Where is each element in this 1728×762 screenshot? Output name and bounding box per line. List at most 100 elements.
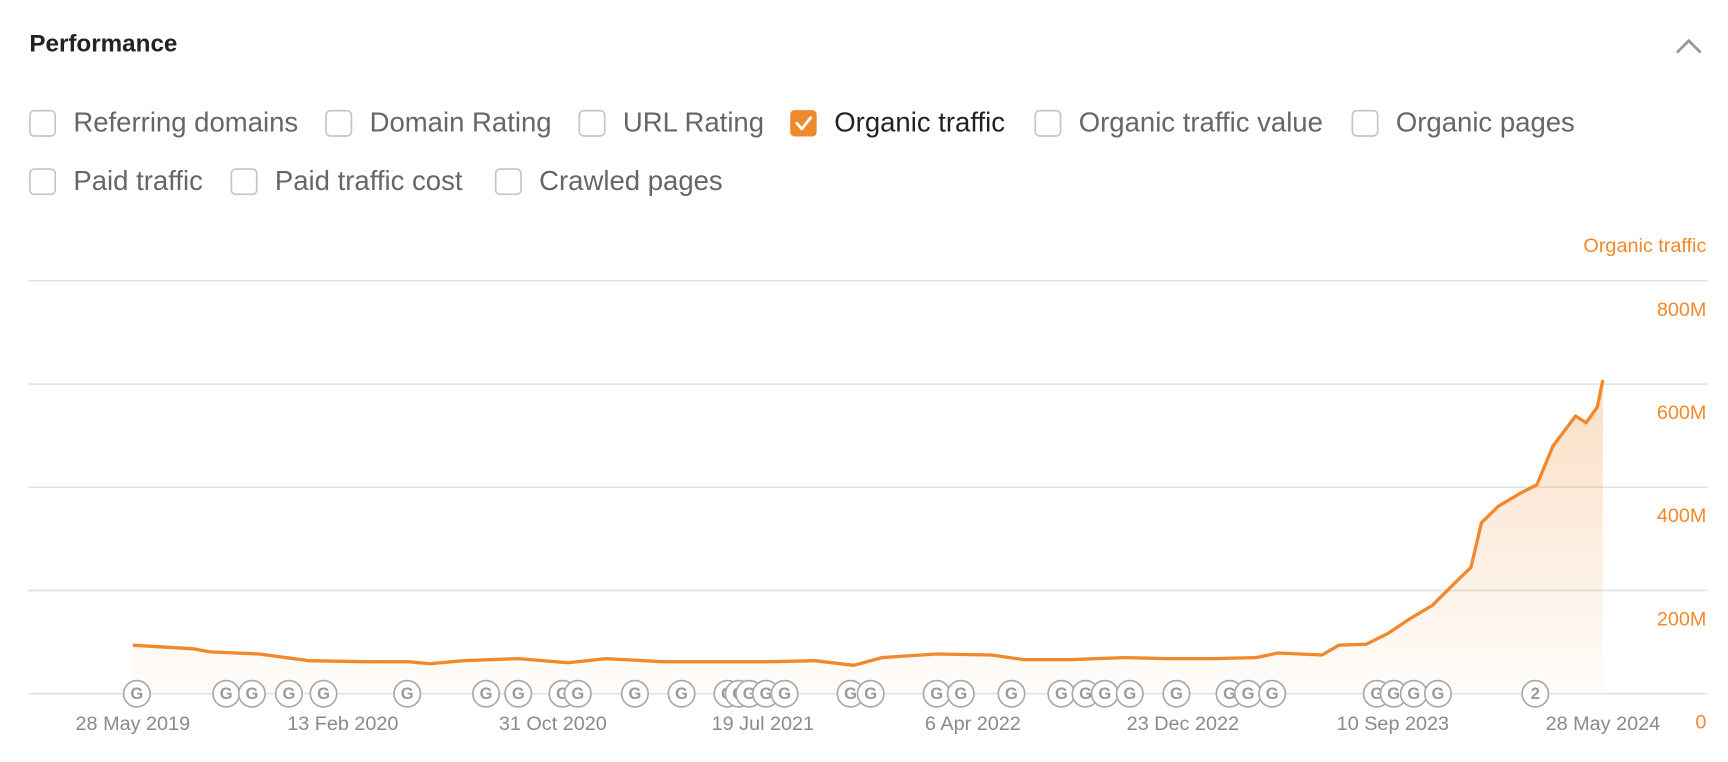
- event-marker[interactable]: G: [836, 679, 865, 708]
- metric-label: Organic traffic value: [1079, 107, 1323, 138]
- event-marker[interactable]: G: [122, 679, 151, 708]
- event-marker[interactable]: G: [1047, 679, 1076, 708]
- event-circle: [1162, 679, 1191, 708]
- event-label: G: [864, 685, 877, 703]
- event-label: G: [220, 685, 233, 703]
- event-marker[interactable]: G: [1423, 679, 1452, 708]
- event-marker[interactable]: G: [1115, 679, 1144, 708]
- event-label: G: [628, 685, 641, 703]
- event-marker[interactable]: G: [1090, 679, 1119, 708]
- metric-checkbox[interactable]: Organic pages: [1351, 107, 1575, 138]
- event-marker[interactable]: G: [946, 679, 975, 708]
- x-tick-label: 28 May 2019: [76, 713, 191, 735]
- event-marker[interactable]: 2: [1521, 679, 1550, 708]
- x-tick-label: 13 Feb 2020: [287, 713, 398, 735]
- event-label: 2: [1531, 685, 1540, 703]
- y-tick-label: 200M: [1657, 608, 1707, 630]
- event-circle: [1521, 679, 1550, 708]
- metric-label: Domain Rating: [370, 107, 552, 138]
- event-label: G: [743, 685, 756, 703]
- event-label: G: [1407, 685, 1420, 703]
- metric-checkbox[interactable]: Organic traffic value: [1034, 107, 1323, 138]
- checkbox-box: [1351, 109, 1379, 137]
- event-label: G: [245, 685, 258, 703]
- event-marker[interactable]: G: [504, 679, 533, 708]
- event-label: G: [1098, 685, 1111, 703]
- checkbox-box: [578, 109, 606, 137]
- event-circle: [237, 679, 266, 708]
- collapse-toggle[interactable]: [1676, 38, 1702, 54]
- event-marker[interactable]: G: [856, 679, 885, 708]
- event-marker[interactable]: G: [1071, 679, 1100, 708]
- event-marker[interactable]: G: [274, 679, 303, 708]
- event-label: G: [778, 685, 791, 703]
- metric-checkbox[interactable]: Crawled pages: [494, 165, 723, 196]
- metric-checkbox[interactable]: URL Rating: [578, 107, 764, 138]
- event-marker[interactable]: G: [1258, 679, 1287, 708]
- event-label: G: [954, 685, 967, 703]
- metric-checkbox[interactable]: Paid traffic cost: [230, 165, 463, 196]
- event-marker[interactable]: G: [667, 679, 696, 708]
- metric-label: Organic traffic: [834, 107, 1005, 138]
- event-label: G: [1370, 685, 1383, 703]
- event-marker[interactable]: G: [212, 679, 241, 708]
- checkbox-box: [790, 110, 817, 137]
- event-circle: [393, 679, 422, 708]
- event-label: G: [1055, 685, 1068, 703]
- event-marker[interactable]: G: [393, 679, 422, 708]
- checkmark: [795, 116, 813, 131]
- event-marker[interactable]: G: [237, 679, 266, 708]
- event-circle: [274, 679, 303, 708]
- event-marker[interactable]: G: [472, 679, 501, 708]
- metric-checkbox[interactable]: Referring domains: [29, 107, 298, 138]
- event-label: G: [1432, 685, 1445, 703]
- checkbox-box: [29, 168, 57, 196]
- event-marker[interactable]: G: [1399, 679, 1428, 708]
- checkbox-box: [29, 109, 57, 137]
- x-tick-label: 23 Dec 2022: [1127, 713, 1239, 735]
- event-label: G: [844, 685, 857, 703]
- event-marker[interactable]: G: [620, 679, 649, 708]
- event-circle: [620, 679, 649, 708]
- event-marker[interactable]: G: [1234, 679, 1263, 708]
- event-label: G: [317, 685, 330, 703]
- metric-checkbox[interactable]: Paid traffic: [29, 165, 203, 196]
- x-tick-label: 19 Jul 2021: [712, 713, 814, 735]
- event-label: G: [1079, 685, 1092, 703]
- y-axis-title: Organic traffic: [1583, 235, 1706, 257]
- metric-checkbox[interactable]: Domain Rating: [325, 107, 552, 138]
- event-label: G: [1387, 685, 1400, 703]
- x-tick-label: 28 May 2024: [1546, 713, 1661, 735]
- event-circle: [946, 679, 975, 708]
- event-label: G: [930, 685, 943, 703]
- event-marker[interactable]: G: [1379, 679, 1408, 708]
- event-label: G: [512, 685, 525, 703]
- y-tick-label: 600M: [1657, 402, 1707, 424]
- event-circle: [667, 679, 696, 708]
- event-marker[interactable]: G: [1162, 679, 1191, 708]
- event-label: G: [1170, 685, 1183, 703]
- event-label: G: [1242, 685, 1255, 703]
- event-marker[interactable]: G: [997, 679, 1026, 708]
- metric-label: Organic pages: [1396, 107, 1575, 138]
- x-tick-label: 6 Apr 2022: [925, 713, 1021, 735]
- metric-label: URL Rating: [623, 107, 764, 138]
- y-tick-label: 400M: [1657, 505, 1707, 527]
- event-label: G: [480, 685, 493, 703]
- event-label: G: [1223, 685, 1236, 703]
- series-line: [132, 379, 1605, 667]
- y-tick-label: 0: [1695, 712, 1706, 734]
- x-tick-label: 10 Sep 2023: [1337, 713, 1449, 735]
- metric-label: Paid traffic: [73, 165, 203, 196]
- event-marker[interactable]: G: [922, 679, 951, 708]
- checkbox-box: [230, 168, 258, 196]
- event-circle: [1423, 679, 1452, 708]
- metric-label: Crawled pages: [539, 165, 723, 196]
- event-marker[interactable]: G: [309, 679, 338, 708]
- panel-title: Performance: [29, 31, 177, 58]
- event-marker[interactable]: G: [770, 679, 799, 708]
- metric-checkbox[interactable]: Organic traffic: [790, 107, 1005, 138]
- event-marker[interactable]: G: [563, 679, 592, 708]
- x-tick-label: 31 Oct 2020: [499, 713, 607, 735]
